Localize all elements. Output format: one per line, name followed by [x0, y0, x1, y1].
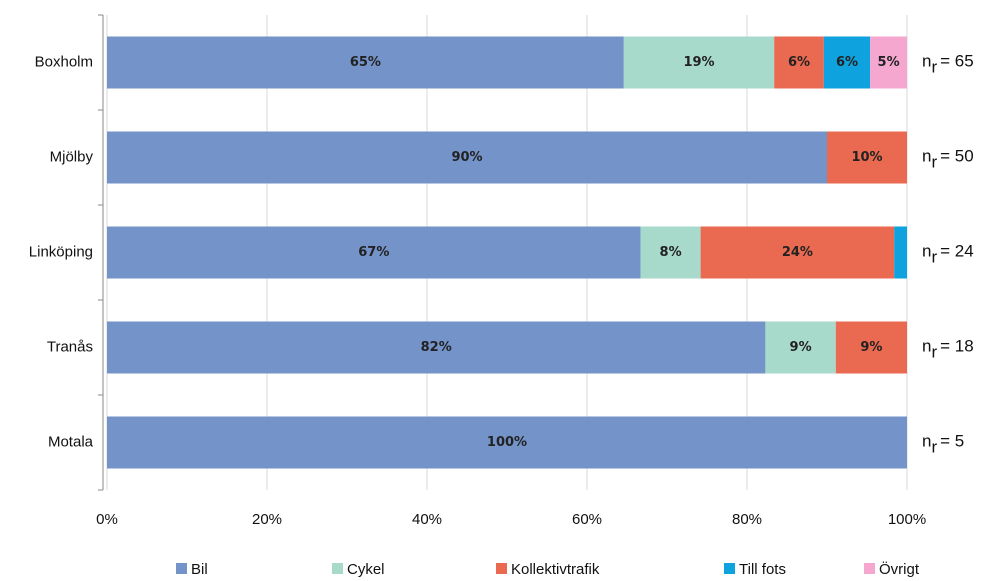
- data-label: 9%: [860, 340, 882, 355]
- data-label: 19%: [683, 55, 714, 70]
- legend-swatch: [332, 563, 343, 574]
- bar-segment: [107, 131, 827, 184]
- annotation-prefix: n: [922, 147, 931, 166]
- data-label: 9%: [790, 340, 812, 355]
- x-tick-label: 20%: [252, 511, 282, 528]
- annotation: nr = 5: [922, 432, 964, 457]
- annotation-prefix: n: [922, 242, 931, 261]
- bar-segment: [823, 36, 871, 89]
- bar-segment: [107, 321, 766, 374]
- data-label: 10%: [851, 150, 882, 165]
- bar-segment: [107, 226, 641, 279]
- data-label: 5%: [878, 55, 900, 70]
- legend-swatch: [496, 563, 507, 574]
- data-label: 8%: [660, 245, 682, 260]
- annotation-subscript: r: [931, 438, 937, 457]
- annotation-subscript: r: [931, 343, 937, 362]
- legend-swatch: [864, 563, 875, 574]
- legend-swatch: [724, 563, 735, 574]
- data-label: 82%: [421, 340, 452, 355]
- annotation: nr = 50: [922, 147, 974, 172]
- annotation-text: = 5: [940, 432, 964, 451]
- x-tick-label: 40%: [412, 511, 442, 528]
- annotation: nr = 24: [922, 242, 974, 267]
- y-tick-label: Motala: [48, 433, 94, 450]
- data-label: 90%: [451, 150, 482, 165]
- y-tick-label: Mjölby: [50, 148, 94, 165]
- y-tick-label: Boxholm: [35, 53, 93, 70]
- bar-segment: [107, 416, 907, 469]
- bar-segment: [765, 321, 836, 374]
- x-tick-label: 60%: [572, 511, 602, 528]
- x-tick-label: 100%: [888, 511, 926, 528]
- bar-segment: [700, 226, 895, 279]
- legend-label: Kollektivtrafik: [511, 561, 600, 578]
- data-label: 67%: [358, 245, 389, 260]
- annotation-subscript: r: [931, 248, 937, 267]
- bar-segment: [835, 321, 907, 374]
- data-label: 6%: [836, 55, 858, 70]
- annotation-prefix: n: [922, 432, 931, 451]
- annotation-prefix: n: [922, 52, 931, 71]
- legend-label: Bil: [191, 561, 208, 578]
- legend-label: Till fots: [739, 561, 786, 578]
- data-label: 65%: [350, 55, 381, 70]
- bar-segment: [827, 131, 907, 184]
- annotation-text: = 65: [940, 52, 974, 71]
- data-label: 24%: [782, 245, 813, 260]
- bar-segment: [640, 226, 701, 279]
- legend-label: Övrigt: [879, 560, 920, 578]
- annotation-subscript: r: [931, 153, 937, 172]
- bar-segment: [107, 36, 624, 89]
- y-tick-label: Tranås: [47, 338, 93, 355]
- bar-segment: [870, 36, 907, 89]
- annotation-prefix: n: [922, 337, 931, 356]
- annotation-text: = 50: [940, 147, 974, 166]
- legend-swatch: [176, 563, 187, 574]
- x-tick-label: 80%: [732, 511, 762, 528]
- y-tick-label: Linköping: [29, 243, 93, 260]
- bar-segment: [774, 36, 824, 89]
- annotation-text: = 18: [940, 337, 974, 356]
- data-label: 6%: [788, 55, 810, 70]
- annotation: nr = 65: [922, 52, 974, 77]
- annotation-subscript: r: [931, 58, 937, 77]
- bar-segment: [894, 226, 907, 279]
- legend-label: Cykel: [347, 561, 385, 578]
- annotation-text: = 24: [940, 242, 974, 261]
- x-tick-label: 0%: [96, 511, 118, 528]
- bar-segment: [623, 36, 775, 89]
- data-label: 100%: [487, 435, 527, 450]
- annotation: nr = 18: [922, 337, 974, 362]
